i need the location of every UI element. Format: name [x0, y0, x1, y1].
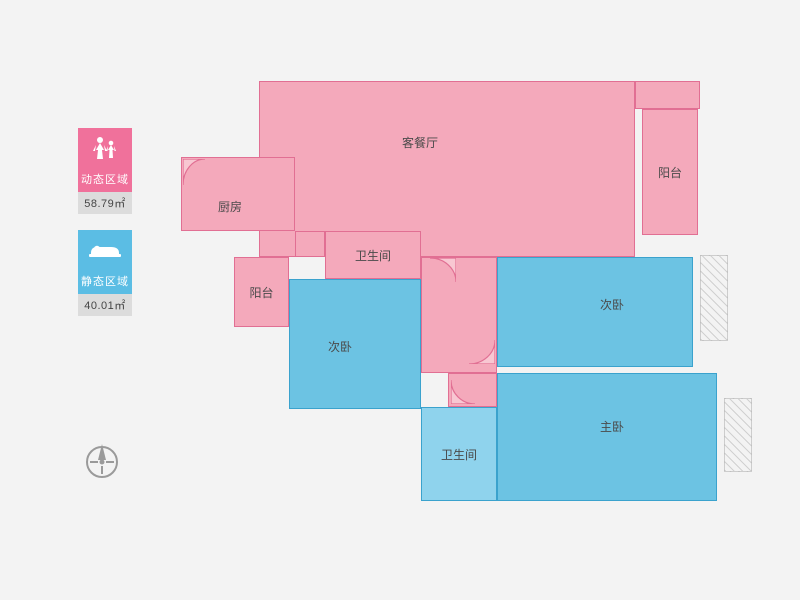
room-bed2b: 次卧	[497, 257, 693, 367]
door-arc-0	[183, 159, 205, 185]
room-bed1: 主卧	[497, 373, 717, 501]
legend-static-title: 静态区域	[78, 270, 132, 294]
room-label-bed2a: 次卧	[328, 338, 352, 355]
compass-icon	[82, 442, 122, 482]
room-label-bath1: 卫生间	[355, 247, 391, 264]
room-label-balcony_r: 阳台	[658, 164, 682, 181]
door-arc-3	[451, 380, 475, 404]
door-arc-2	[469, 340, 495, 364]
room-label-bath2: 卫生间	[441, 446, 477, 463]
sleep-icon	[78, 230, 132, 270]
hatch-0	[700, 255, 728, 341]
room-label-living: 客餐厅	[402, 134, 438, 151]
room-label-kitchen: 厨房	[218, 198, 242, 215]
room-bath1: 卫生间	[325, 231, 421, 279]
people-icon	[78, 128, 132, 168]
room-kitchen_strip	[295, 231, 325, 257]
room-bed2a: 次卧	[289, 279, 421, 409]
room-label-bed2b: 次卧	[600, 296, 624, 313]
room-label-bed1: 主卧	[600, 418, 624, 435]
room-balcony_r: 阳台	[642, 109, 698, 235]
legend-static: 静态区域 40.01㎡	[78, 230, 132, 316]
room-label-balcony_l: 阳台	[249, 284, 273, 301]
legend-dynamic: 动态区域 58.79㎡	[78, 128, 132, 214]
room-balcony_r_strip	[635, 81, 700, 109]
room-balcony_l: 阳台	[234, 257, 289, 327]
door-arc-1	[430, 258, 456, 282]
legend-static-value: 40.01㎡	[78, 294, 132, 316]
hatch-1	[724, 398, 752, 472]
room-bath2: 卫生间	[421, 407, 497, 501]
legend-dynamic-value: 58.79㎡	[78, 192, 132, 214]
legend-dynamic-title: 动态区域	[78, 168, 132, 192]
